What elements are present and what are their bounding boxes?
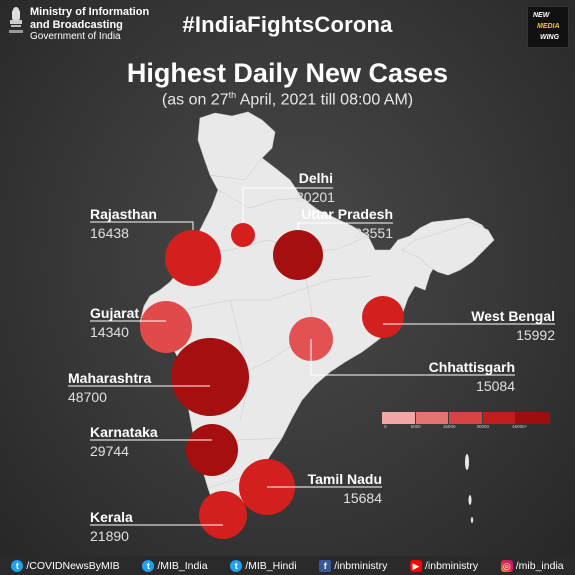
- label-west-bengal-value: 15992: [516, 327, 555, 343]
- label-west-bengal: West Bengal 15992: [455, 308, 555, 343]
- new-media-wing-logo: NEW MEDIA WING: [527, 6, 569, 48]
- india-northeast: [401, 221, 495, 276]
- footer-link-instagram[interactable]: ◎ /mib_india: [500, 559, 564, 572]
- label-kerala-value: 21890: [90, 528, 129, 544]
- label-karnataka-name: Karnataka: [90, 424, 158, 440]
- label-chhattisgarh-name: Chhattisgarh: [428, 359, 515, 375]
- bubble-rajasthan: [165, 230, 221, 286]
- label-maharashtra-value: 48700: [68, 389, 107, 405]
- label-maharashtra-name: Maharashtra: [68, 370, 152, 386]
- twitter-icon: t: [230, 559, 243, 572]
- label-delhi-name: Delhi: [298, 170, 333, 186]
- bubble-karnataka: [186, 424, 238, 476]
- label-gujarat-name: Gujarat: [90, 305, 140, 321]
- label-karnataka-value: 29744: [90, 443, 129, 459]
- footer-link-covidnewsbymib[interactable]: t /COVIDNewsByMIB: [11, 559, 120, 572]
- label-uttar-pradesh-value: 33551: [354, 225, 393, 241]
- footer-link-text: /MIB_India: [157, 559, 208, 572]
- page-subtitle: (as on 27th April, 2021 till 08:00 AM): [161, 90, 414, 109]
- label-tamil-nadu-name: Tamil Nadu: [307, 471, 382, 487]
- footer-link-text: /mib_india: [515, 559, 564, 572]
- label-kerala: Kerala 21890: [90, 509, 133, 544]
- page-title: Highest Daily New Cases: [126, 58, 449, 88]
- label-chhattisgarh-value: 15084: [476, 378, 515, 394]
- footer-link-text: /COVIDNewsByMIB: [26, 559, 120, 572]
- bubble-gujarat: [140, 301, 192, 353]
- youtube-icon: ▶: [409, 559, 422, 572]
- ministry-line-2: and Broadcasting: [30, 18, 123, 31]
- label-tamil-nadu: Tamil Nadu 15684: [302, 471, 382, 506]
- label-delhi-value: 20201: [296, 189, 335, 205]
- legend-tick: 30000: [476, 424, 490, 429]
- label-gujarat-value: 14340: [90, 324, 129, 340]
- label-kerala-name: Kerala: [90, 509, 133, 525]
- legend-bar: [382, 412, 550, 424]
- social-footer: t /COVIDNewsByMIB t /MIB_India t /MIB_Hi…: [0, 556, 575, 575]
- twitter-icon: t: [11, 559, 24, 572]
- footer-link-mib-india[interactable]: t /MIB_India: [142, 559, 208, 572]
- label-karnataka: Karnataka 29744: [90, 424, 158, 459]
- legend-tick: 45000+: [512, 424, 528, 429]
- label-uttar-pradesh: Uttar Pradesh 33551: [290, 206, 393, 241]
- instagram-icon: ◎: [500, 559, 513, 572]
- bubble-delhi: [231, 223, 255, 247]
- label-rajasthan: Rajasthan 16438: [90, 206, 157, 241]
- label-maharashtra: Maharashtra 48700: [68, 370, 151, 405]
- legend-swatch: [415, 412, 450, 424]
- footer-link-text: /inbministry: [334, 559, 388, 572]
- national-emblem-icon: [9, 7, 23, 33]
- legend-tick: 0: [384, 424, 387, 429]
- leader-lines: [68, 187, 555, 526]
- bubble-kerala: [199, 491, 247, 539]
- label-chhattisgarh: Chhattisgarh 15084: [415, 359, 515, 394]
- legend-tick: 5000: [410, 424, 421, 429]
- footer-link-youtube[interactable]: ▶ /inbministry: [409, 559, 479, 572]
- hashtag: #IndiaFightsCorona: [182, 12, 393, 37]
- footer-link-mib-hindi[interactable]: t /MIB_Hindi: [230, 559, 297, 572]
- label-tamil-nadu-value: 15684: [343, 490, 382, 506]
- ministry-line-3: Government of India: [30, 31, 121, 42]
- bubble-maharashtra: [171, 338, 249, 416]
- ministry-name: Ministry of Information and Broadcasting…: [30, 6, 149, 44]
- label-rajasthan-value: 16438: [90, 225, 129, 241]
- legend-swatch: [449, 412, 483, 424]
- label-rajasthan-name: Rajasthan: [90, 206, 157, 222]
- label-delhi: Delhi 20201: [296, 170, 335, 205]
- facebook-icon: f: [319, 559, 332, 572]
- color-legend: 0 5000 15000 30000 45000+: [382, 412, 550, 432]
- footer-link-facebook[interactable]: f /inbministry: [319, 559, 388, 572]
- legend-swatch: [516, 412, 550, 424]
- bubble-west-bengal: [362, 296, 404, 338]
- footer-link-text: /MIB_Hindi: [245, 559, 297, 572]
- legend-swatch: [382, 412, 416, 424]
- legend-ticks: 0 5000 15000 30000 45000+: [382, 424, 550, 432]
- label-west-bengal-name: West Bengal: [471, 308, 555, 324]
- label-gujarat: Gujarat 14340: [90, 305, 139, 340]
- label-uttar-pradesh-name: Uttar Pradesh: [301, 206, 393, 222]
- ministry-line-1: Ministry of Information: [30, 6, 150, 18]
- legend-tick: 15000: [442, 424, 456, 429]
- twitter-icon: t: [142, 559, 155, 572]
- bubble-uttar-pradesh: [273, 230, 323, 280]
- legend-swatch: [482, 412, 517, 424]
- footer-link-text: /inbministry: [424, 559, 479, 572]
- islands: [465, 454, 474, 523]
